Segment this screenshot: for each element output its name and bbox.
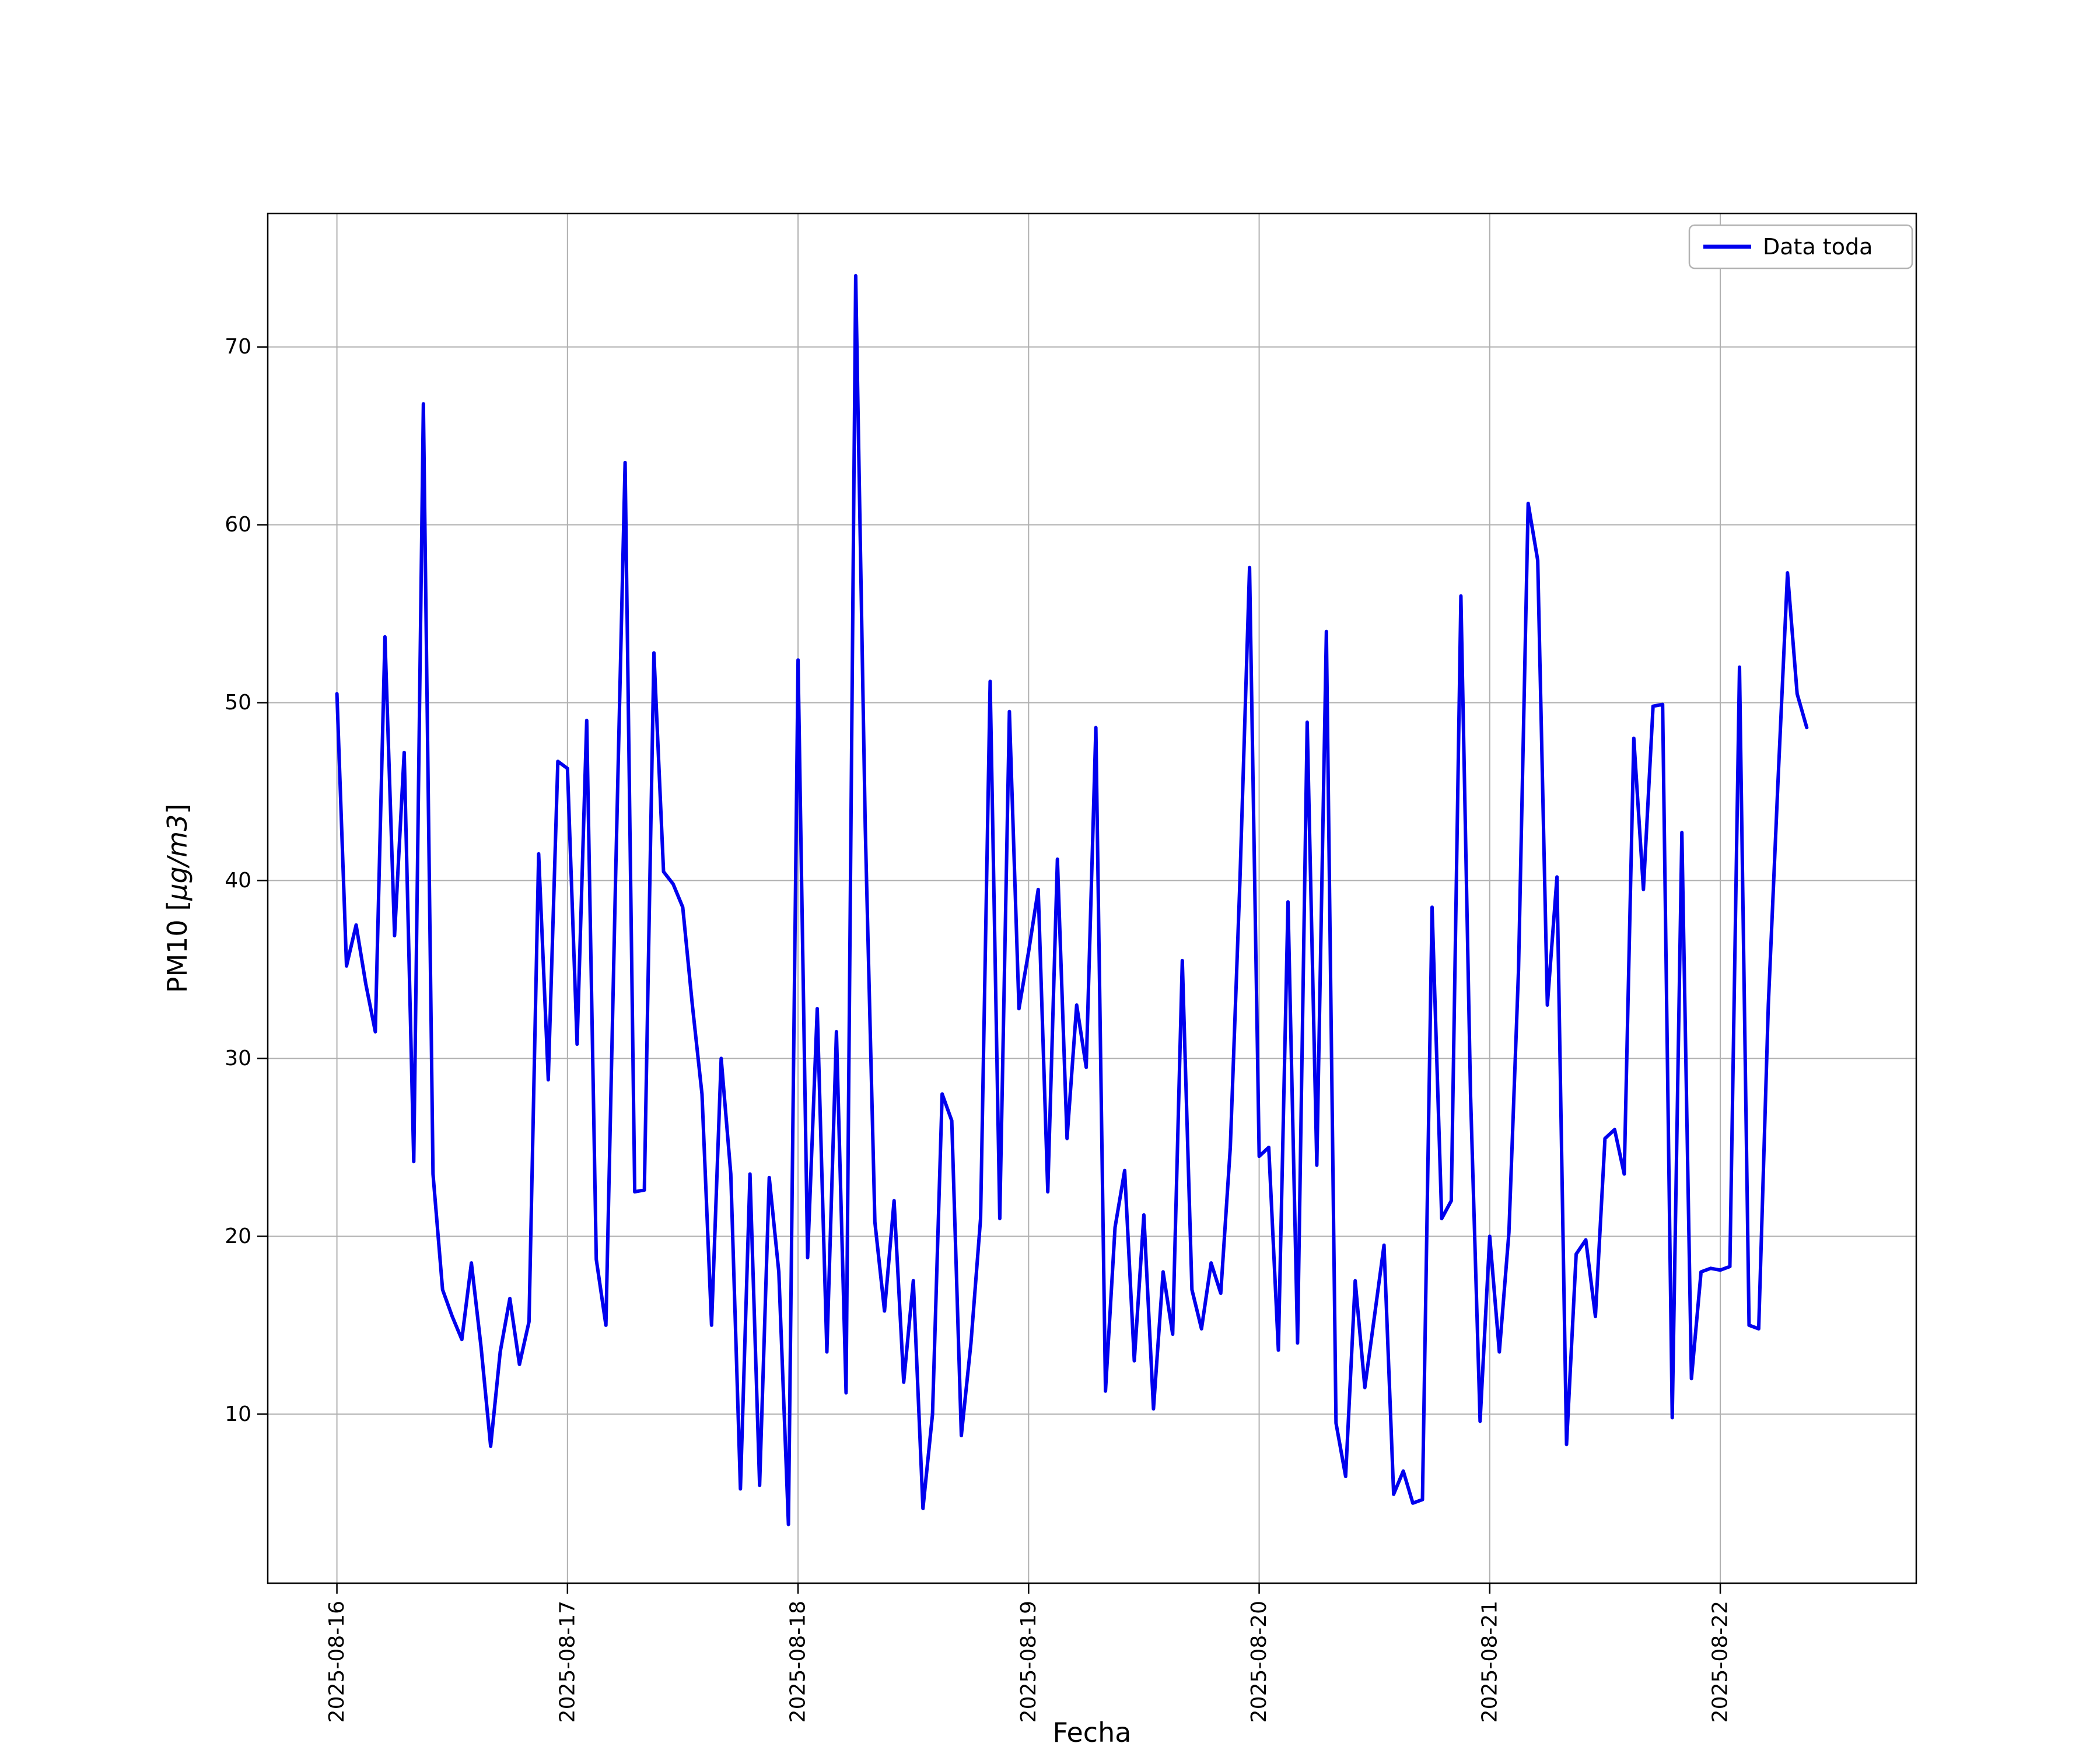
y-tick-label: 60	[225, 513, 251, 537]
tick-labels: 10 20 30 40 50 60 70 2025-08-16 2025-08-17 2025-0…	[225, 335, 1732, 1723]
y-axis-label-prefix: PM10 [	[162, 901, 193, 993]
plot-frame	[267, 212, 1917, 1584]
x-tick-label: 2025-08-17	[555, 1601, 579, 1723]
axis-ticks	[257, 346, 1721, 1594]
x-axis-label: Fecha	[1053, 1717, 1132, 1748]
data-series-line	[335, 274, 1809, 1527]
y-tick-label: 10	[225, 1402, 251, 1426]
gridlines	[268, 214, 1916, 1583]
x-tick-label: 2025-08-19	[1017, 1601, 1041, 1723]
x-tick-label: 2025-08-22	[1709, 1601, 1732, 1723]
y-tick-label: 30	[225, 1046, 251, 1070]
x-tick-label: 2025-08-21	[1478, 1601, 1502, 1723]
legend-label: Data toda	[1763, 234, 1873, 260]
y-axis-label-suffix: ]	[162, 804, 193, 814]
y-tick-label: 70	[225, 335, 251, 359]
y-axis-label: PM10 [µg/m3]	[162, 804, 193, 993]
y-tick-label: 40	[225, 869, 251, 892]
legend: Data toda	[1688, 224, 1913, 270]
y-tick-label: 20	[225, 1224, 251, 1248]
x-tick-label: 2025-08-20	[1247, 1601, 1271, 1723]
legend-frame	[1688, 224, 1913, 270]
x-tick-label: 2025-08-18	[786, 1601, 810, 1723]
y-tick-label: 50	[225, 691, 251, 715]
x-tick-label: 2025-08-16	[325, 1601, 349, 1723]
y-axis-label-unit: µg/m3	[162, 814, 193, 901]
